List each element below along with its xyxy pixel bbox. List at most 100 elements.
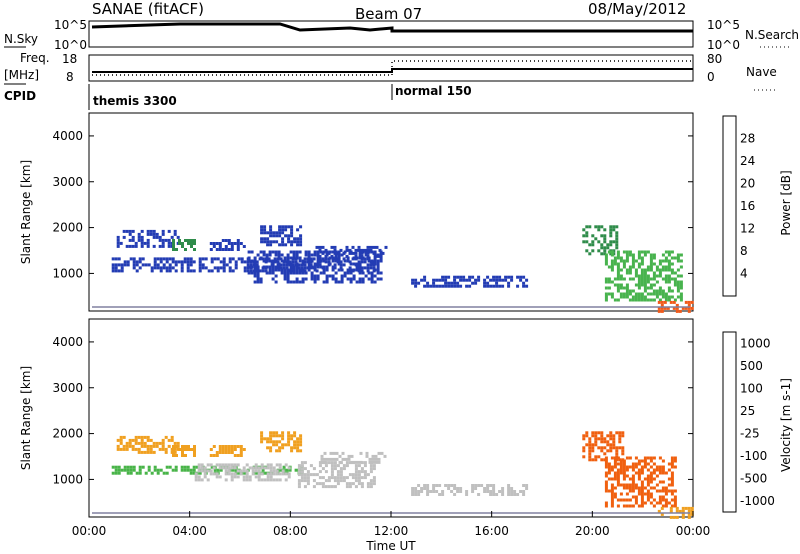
velocity-panel-frame	[88, 318, 694, 518]
heatmap-cell	[652, 471, 656, 475]
colorbar-tick-label: 500	[740, 359, 763, 373]
heatmap-cell	[230, 448, 234, 451]
heatmap-cell	[315, 473, 319, 477]
heatmap-cell	[604, 277, 608, 281]
heatmap-cell	[664, 489, 668, 493]
heatmap-cell	[341, 457, 345, 461]
heatmap-cell	[322, 259, 326, 263]
heatmap-cell	[111, 269, 115, 273]
heatmap-cell	[193, 448, 196, 451]
heatmap-cell	[607, 477, 611, 481]
heatmap-cell	[138, 471, 142, 475]
heatmap-cell	[420, 487, 424, 490]
heatmap-cell	[247, 256, 251, 260]
heatmap-cell	[330, 473, 334, 477]
heatmap-cell	[334, 256, 338, 260]
heatmap-cell	[646, 468, 650, 472]
heatmap-cell	[328, 262, 332, 266]
heatmap-cell	[192, 471, 196, 475]
heatmap-cell	[278, 478, 282, 482]
heatmap-cell	[333, 467, 337, 471]
heatmap-cell	[126, 468, 130, 472]
heatmap-cell	[287, 240, 291, 244]
heatmap-cell	[600, 246, 604, 250]
heatmap-cell	[585, 249, 589, 253]
heatmap-cell	[224, 248, 228, 251]
heatmap-cell	[269, 472, 273, 476]
heatmap-cell	[414, 487, 418, 490]
heatmap-cell	[501, 278, 505, 282]
heatmap-cell	[354, 248, 358, 252]
heatmap-cell	[643, 456, 647, 460]
heatmap-cell	[263, 478, 267, 482]
heatmap-cell	[279, 266, 283, 270]
heatmap-cell	[300, 479, 304, 483]
heatmap-cell	[198, 471, 202, 475]
heatmap-cell	[637, 277, 641, 281]
heatmap-cell	[660, 303, 664, 307]
heatmap-cell	[176, 235, 180, 239]
heatmap-cell	[190, 239, 193, 242]
heatmap-cell	[295, 277, 299, 281]
heatmap-cell	[489, 278, 493, 282]
heatmap-cell	[181, 245, 184, 248]
heatmap-cell	[657, 300, 661, 304]
heatmap-cell	[670, 268, 674, 272]
heatmap-cell	[256, 265, 260, 269]
heatmap-cell	[303, 485, 307, 489]
heatmap-cell	[603, 237, 607, 241]
heatmap-cell	[221, 466, 225, 470]
heatmap-cell	[206, 469, 210, 473]
heatmap-cell	[655, 501, 659, 505]
heatmap-cell	[277, 265, 281, 269]
heatmap-cell	[288, 468, 292, 472]
heatmap-cell	[242, 469, 246, 473]
heatmap-cell	[331, 265, 335, 269]
heatmap-cell	[610, 486, 614, 490]
heatmap-cell	[296, 446, 300, 450]
heatmap-cell	[670, 480, 674, 484]
heatmap-cell	[146, 447, 150, 451]
heatmap-cell	[161, 441, 165, 445]
heatmap-cell	[172, 242, 175, 245]
heatmap-cell	[292, 265, 296, 269]
heatmap-cell	[181, 454, 184, 457]
heatmap-cell	[618, 440, 622, 444]
heatmap-cell	[655, 295, 659, 299]
heatmap-cell	[271, 277, 275, 281]
heatmap-cell	[268, 268, 272, 272]
heatmap-cell	[345, 245, 349, 249]
heatmap-cell	[203, 469, 207, 473]
heatmap-cell	[658, 498, 662, 502]
heatmap-cell	[131, 447, 135, 451]
heatmap-cell	[337, 259, 341, 263]
heatmap-cell	[613, 465, 617, 469]
heatmap-cell	[621, 446, 625, 450]
heatmap-cell	[295, 253, 299, 257]
heatmap-cell	[318, 482, 322, 486]
heatmap-cell	[637, 459, 641, 463]
heatmap-cell	[355, 262, 359, 266]
heatmap-cell	[147, 468, 151, 472]
heatmap-cell	[643, 277, 647, 281]
heatmap-cell	[613, 474, 617, 478]
heatmap-cell	[640, 468, 644, 472]
heatmap-cell	[146, 435, 150, 439]
heatmap-cell	[658, 259, 662, 263]
heatmap-cell	[250, 250, 254, 254]
heatmap-cell	[122, 444, 126, 448]
heatmap-cell	[375, 254, 379, 258]
heatmap-cell	[260, 434, 264, 438]
heatmap-cell	[247, 259, 251, 263]
heatmap-cell	[173, 441, 177, 445]
heatmap-cell	[594, 237, 598, 241]
heatmap-cell	[263, 237, 267, 241]
heatmap-cell	[324, 464, 328, 468]
heatmap-cell	[444, 278, 448, 282]
heatmap-cell	[498, 278, 502, 282]
heatmap-cell	[278, 234, 282, 238]
heatmap-cell	[195, 465, 199, 469]
heatmap-cell	[263, 466, 267, 470]
heatmap-cell	[438, 278, 442, 282]
heatmap-cell	[667, 477, 671, 481]
